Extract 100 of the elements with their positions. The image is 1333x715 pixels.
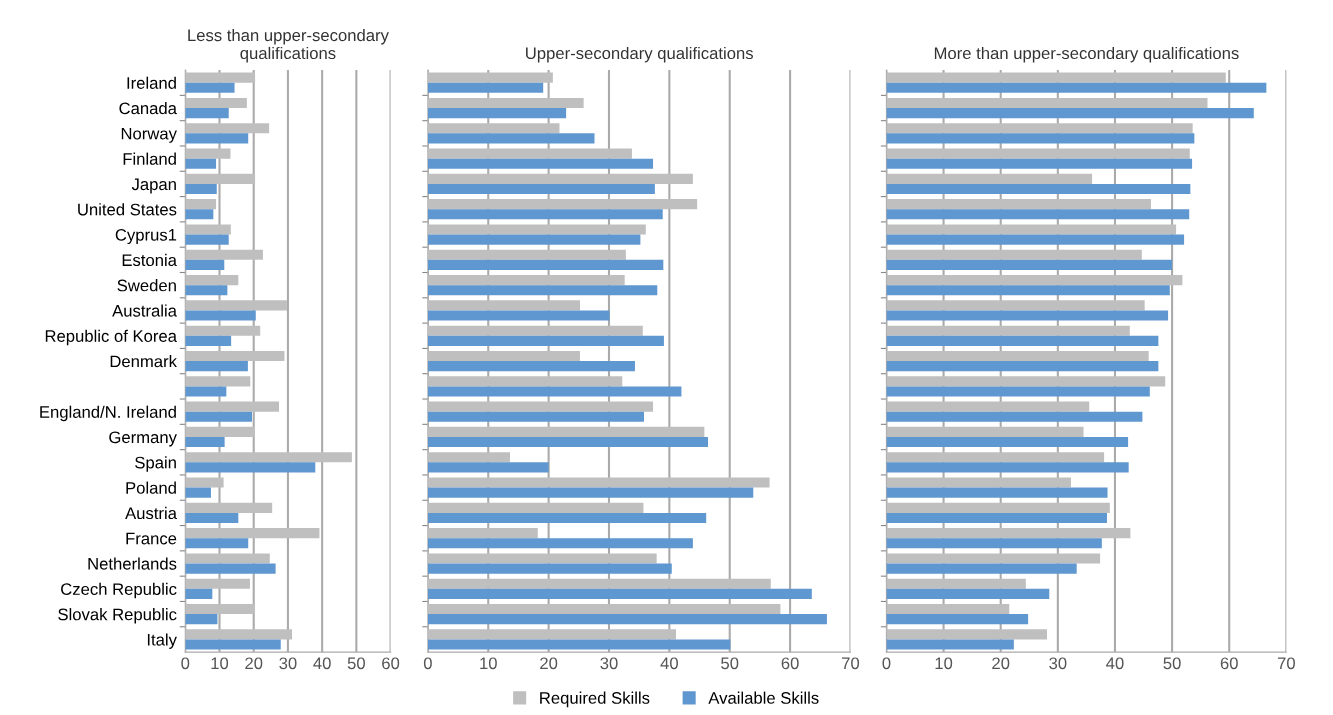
bar bbox=[886, 588, 1050, 599]
bar bbox=[886, 462, 1129, 473]
bar bbox=[427, 325, 643, 336]
bar bbox=[185, 361, 248, 372]
bar bbox=[886, 436, 1129, 448]
bar bbox=[427, 158, 654, 169]
x-tick-label: 0 bbox=[882, 657, 891, 670]
bar bbox=[427, 563, 672, 574]
bar bbox=[886, 335, 1159, 346]
bar bbox=[185, 452, 352, 463]
x-tick-label: 40 bbox=[313, 657, 331, 670]
y-tick-label: Italy bbox=[147, 633, 177, 649]
bar bbox=[886, 285, 1170, 296]
y-tick-label: Denmark bbox=[110, 355, 177, 368]
bar bbox=[185, 639, 281, 650]
x-tick-label: 40 bbox=[660, 657, 678, 670]
bar bbox=[427, 528, 538, 539]
y-tick-label: Canada bbox=[119, 101, 177, 115]
bar bbox=[886, 97, 1208, 109]
bar bbox=[185, 426, 255, 437]
x-tick-label: 20 bbox=[245, 657, 263, 670]
bar bbox=[427, 82, 544, 93]
y-tick-label: Germany bbox=[109, 431, 177, 447]
x-tick-label: 10 bbox=[480, 657, 497, 670]
y-tick-label: Cyprus1 bbox=[115, 228, 177, 245]
bar bbox=[185, 82, 235, 93]
bar bbox=[886, 300, 1145, 311]
x-tick-label: 70 bbox=[1277, 657, 1295, 670]
y-tick-label: Republic of Korea bbox=[45, 329, 177, 346]
bar bbox=[185, 133, 249, 144]
y-tick-label: Netherlands bbox=[88, 557, 177, 570]
bar bbox=[427, 614, 827, 625]
x-tick-label: 0 bbox=[181, 657, 190, 670]
bar bbox=[427, 426, 705, 437]
bar bbox=[886, 426, 1084, 437]
bar bbox=[427, 512, 707, 524]
bar bbox=[185, 199, 217, 210]
bar bbox=[886, 234, 1185, 245]
bar bbox=[185, 72, 256, 83]
bar bbox=[886, 82, 1267, 93]
y-tick-label: Estonia bbox=[122, 253, 177, 267]
bar bbox=[427, 72, 553, 83]
bar bbox=[427, 538, 693, 549]
x-tick-label: 10 bbox=[935, 657, 953, 670]
bar bbox=[185, 249, 263, 260]
bar bbox=[427, 487, 754, 498]
bar bbox=[886, 614, 1029, 625]
x-tick-label: 70 bbox=[842, 657, 860, 670]
bar bbox=[427, 502, 644, 513]
bar bbox=[185, 183, 217, 195]
x-tick-label: 10 bbox=[211, 657, 229, 670]
bar bbox=[427, 234, 641, 245]
bar bbox=[185, 234, 229, 245]
bar bbox=[185, 401, 280, 412]
bar bbox=[427, 477, 770, 488]
y-tick-label: Poland bbox=[126, 481, 176, 494]
bar bbox=[886, 72, 1226, 83]
bar bbox=[185, 538, 249, 549]
y-tick-label: Finland bbox=[123, 152, 176, 165]
bar bbox=[185, 158, 217, 169]
y-tick-label: Slovak Republic bbox=[58, 608, 177, 624]
bar bbox=[886, 350, 1149, 362]
bar bbox=[886, 538, 1102, 549]
bar bbox=[185, 148, 231, 159]
bar bbox=[427, 199, 698, 210]
y-tick-label: Sweden bbox=[117, 279, 176, 292]
bar bbox=[427, 578, 771, 589]
chart-title: Upper-secondary qualifications bbox=[526, 46, 753, 63]
y-tick-label: Czech Republic bbox=[61, 582, 177, 599]
bar bbox=[886, 502, 1110, 513]
bar bbox=[185, 604, 255, 615]
bar bbox=[427, 386, 682, 397]
bar bbox=[185, 209, 214, 220]
bar bbox=[886, 148, 1190, 159]
bar bbox=[886, 259, 1173, 270]
y-tick-label: Ireland bbox=[127, 76, 176, 89]
bar bbox=[427, 108, 567, 119]
bar bbox=[427, 249, 626, 260]
y-tick-label: England/N. Ireland bbox=[40, 405, 176, 422]
bar bbox=[886, 477, 1071, 488]
bar bbox=[427, 209, 663, 220]
bar bbox=[185, 173, 256, 184]
bar bbox=[427, 335, 664, 346]
bar bbox=[427, 604, 781, 615]
bar bbox=[185, 512, 239, 524]
bar bbox=[185, 350, 285, 362]
x-tick-label: 50 bbox=[347, 657, 365, 670]
y-tick-label: France bbox=[126, 532, 177, 545]
bar bbox=[886, 452, 1105, 463]
x-tick-label: 60 bbox=[1220, 657, 1238, 670]
bar bbox=[886, 553, 1101, 564]
bar bbox=[427, 310, 610, 321]
bar bbox=[185, 108, 229, 119]
bar bbox=[427, 436, 708, 448]
x-tick-label: 50 bbox=[721, 657, 739, 670]
bar bbox=[427, 123, 560, 134]
bar bbox=[886, 108, 1254, 119]
bar bbox=[886, 133, 1195, 144]
bar bbox=[427, 224, 646, 235]
bar bbox=[886, 209, 1190, 220]
